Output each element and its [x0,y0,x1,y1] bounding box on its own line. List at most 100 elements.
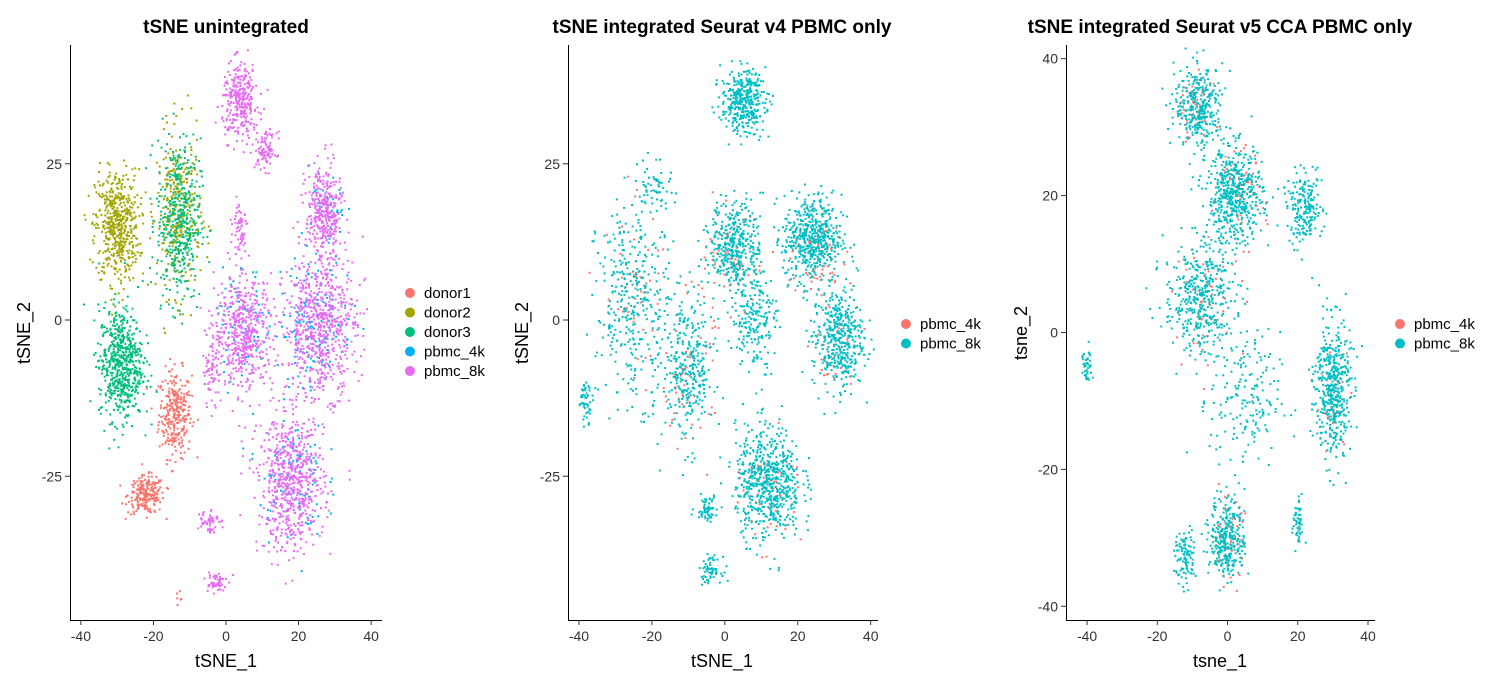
data-point [109,334,112,336]
data-point [251,330,254,333]
data-point [341,291,344,294]
data-point [126,321,129,324]
data-point [318,209,321,212]
data-point [175,301,178,304]
data-point [113,336,116,339]
data-point [280,549,282,552]
data-point [348,469,351,472]
data-point [214,121,217,124]
data-point [110,220,113,223]
data-point [336,365,339,368]
data-point [301,465,304,467]
data-point [320,468,322,471]
data-point [131,244,134,247]
data-point [322,311,325,314]
data-point [128,353,131,356]
data-point [320,314,323,317]
data-point [280,484,283,487]
data-point [321,312,323,315]
data-point [180,215,183,218]
data-point [119,201,122,204]
data-point [182,263,185,266]
data-point [129,228,132,231]
data-point [229,118,232,121]
data-point [224,81,227,84]
data-point [151,483,154,485]
data-point [176,284,179,287]
data-point [192,232,195,235]
data-point [138,477,141,480]
data-point [269,148,272,151]
data-point [279,271,282,273]
data-point [113,350,116,353]
data-point [237,358,240,361]
data-point [159,387,162,389]
data-point [178,179,181,182]
data-point [265,327,268,329]
data-point [121,406,124,409]
data-point [318,345,321,348]
data-point [323,377,326,380]
data-point [333,205,336,208]
data-point [205,371,208,374]
data-point [129,346,132,349]
data-point [166,178,169,181]
data-point [324,251,327,254]
data-point [121,368,124,371]
scatter-points [83,49,368,607]
data-point [132,338,135,341]
data-point [339,393,342,396]
data-point [177,410,180,413]
data-point [178,388,181,391]
data-point [245,75,247,78]
data-point [119,388,122,391]
data-point [297,321,300,324]
data-point [255,295,258,298]
data-point [108,216,111,219]
data-point [214,391,217,394]
data-point [303,312,306,315]
data-point [286,378,289,381]
data-point [126,319,129,322]
data-point [148,363,151,366]
data-point [256,343,259,346]
data-point [334,225,337,228]
data-point [333,230,336,233]
data-point [325,227,327,229]
data-point [238,424,241,427]
data-point [137,359,140,362]
data-point [249,329,252,332]
data-point [330,448,333,451]
data-point [192,235,195,237]
data-point [158,488,161,491]
data-point [185,243,188,246]
data-point [107,386,110,389]
data-point [172,441,175,444]
data-point [160,420,163,423]
data-point [306,366,309,369]
data-point [128,279,131,282]
data-point [162,432,165,435]
data-point [108,171,111,174]
data-point [117,326,120,329]
data-point [115,385,117,388]
data-point [319,230,322,233]
data-point [160,146,163,149]
data-point [231,357,234,360]
data-point [105,353,108,356]
data-point [265,371,267,374]
data-point [291,490,294,493]
data-point [356,299,359,302]
data-point [265,159,268,162]
data-point [202,354,205,357]
data-point [324,215,327,218]
data-point [196,245,199,248]
data-point [237,93,240,96]
data-point [247,120,250,123]
data-point [278,321,281,323]
data-point [118,253,121,256]
data-point [176,269,179,272]
data-point [119,192,122,195]
data-point [345,314,347,317]
data-point [185,205,188,208]
